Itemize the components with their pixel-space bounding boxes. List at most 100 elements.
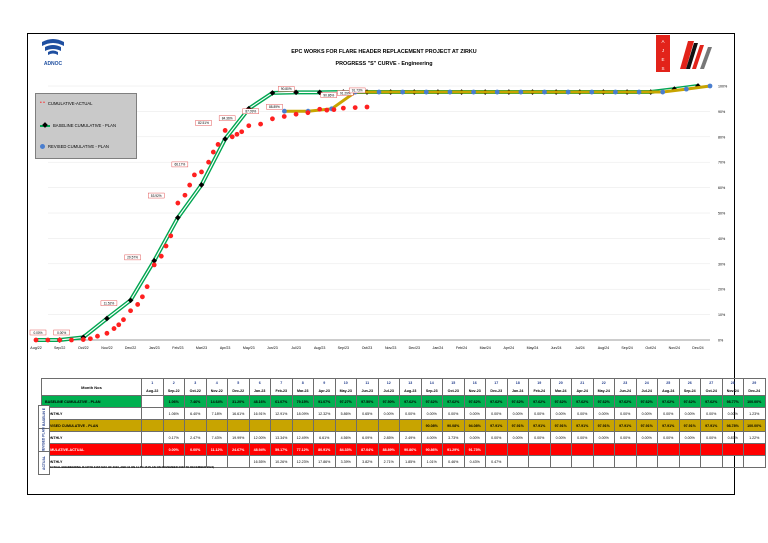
actual-point — [187, 182, 193, 188]
actual-monthly-row-cell — [571, 455, 594, 468]
actual-cumulative-row-cell — [141, 443, 164, 456]
data-label: 90.80% — [281, 87, 292, 91]
month-cell: Nov-22 — [205, 387, 228, 396]
actual-cumulative-row-cell — [721, 443, 744, 456]
baseline-monthly-row-cell: 0.00% — [571, 407, 594, 420]
actual-point — [168, 233, 174, 239]
month-no-cell: 4 — [205, 378, 228, 387]
revised-cumulative-row-cell — [356, 419, 379, 432]
revised-monthly-row-cell: 0.00% — [592, 431, 615, 444]
actual-cumulative-row-cell: 90.86% — [399, 443, 422, 456]
legend-actual-marker: • • — [40, 100, 45, 106]
revised-cumulative-row-cell — [141, 419, 164, 432]
data-label-box — [242, 108, 259, 114]
month-cell: Oct-22 — [184, 387, 207, 396]
actual-monthly-row-cell: 0.43% — [463, 455, 486, 468]
data-label-box — [100, 300, 118, 306]
month-cell: Mar-24 — [549, 387, 572, 396]
actual-monthly-row-cell — [743, 455, 766, 468]
baseline-cumulative-row-cell: 1.06% — [162, 395, 185, 408]
month-no-cell: 13 — [399, 378, 422, 387]
revised-point — [542, 89, 547, 95]
baseline-monthly-row-cell: 0.00% — [721, 407, 744, 420]
actual-monthly-row-cell — [721, 455, 744, 468]
report-subtitle: PROGRESS "S" CURVE - Engineering — [335, 61, 433, 67]
baseline-monthly-row-cell: 0.00% — [506, 407, 529, 420]
revised-point — [683, 86, 689, 92]
month-cell: Apr-24 — [571, 387, 594, 396]
revised-cumulative-row-cell — [248, 419, 271, 432]
actual-point — [305, 110, 311, 116]
revised-point — [518, 89, 524, 95]
baseline-cumulative-row-cell: 97.62% — [657, 395, 680, 408]
revised-point — [565, 89, 571, 95]
month-no-cell: 25 — [657, 378, 680, 387]
baseline-point — [293, 89, 299, 96]
revised-monthly-row-cell: 0.00% — [614, 431, 637, 444]
revised-cumulative-row-cell: 97.91% — [506, 419, 529, 432]
actual-point — [215, 142, 221, 147]
baseline-cumulative-row-cell: 61.07% — [270, 395, 293, 408]
baseline-cumulative-row-cell: 79.15% — [291, 395, 314, 408]
ajes-logo: A J E S — [656, 35, 712, 72]
actual-cumulative-row-cell: 0.00% — [162, 443, 185, 456]
adnoc-logo-text: ADNOC — [44, 61, 63, 67]
actual-monthly-row-cell — [592, 455, 615, 468]
data-label: 53.92% — [151, 194, 162, 198]
actual-point — [192, 172, 197, 178]
actual-point — [45, 337, 51, 343]
baseline-cumulative-row-cell: 97.62% — [506, 395, 529, 408]
revised-cumulative-row: REVISED CUMULATIVE - PLAN 90.08% 90.08% 94.… — [41, 419, 766, 432]
month-cell: Jan-24 — [506, 387, 529, 396]
baseline-point — [104, 315, 110, 322]
data-label: 66.17% — [174, 163, 185, 167]
month-cell: Jun-23 — [356, 387, 379, 396]
data-label-box — [171, 161, 189, 168]
revised-monthly-row-cell: 12.49% — [291, 431, 314, 444]
actual-monthly-row-cell — [700, 455, 723, 468]
baseline-monthly-row-cell: 18.09% — [291, 407, 314, 420]
actual-point — [258, 121, 264, 127]
x-tick-label: Jun/24 — [551, 346, 562, 350]
actual-cumulative-row-cell: 77.12% — [291, 443, 314, 456]
revised-monthly-row-cell: 0.00% — [506, 431, 529, 444]
baseline-monthly-row-cell: 0.00% — [614, 407, 637, 420]
actual-point — [144, 284, 150, 290]
month-row: Aug-22 Sep-22 Oct-22 Nov-22 Dec-22 Jan-23 Feb-… — [42, 387, 766, 396]
data-label-box — [29, 329, 47, 336]
actual-monthly-row-cell: 2.71% — [377, 455, 400, 468]
revised-cumulative-row-cell: 100.00% — [743, 419, 766, 432]
month-no-cell: 24 — [635, 378, 658, 387]
month-no-cell: 1 — [141, 378, 164, 387]
month-cell: Aug-22 — [141, 387, 164, 396]
actual-point — [281, 114, 287, 119]
chart-legend: • • CUMULATIVE-ACTUAL BASELINE CUMULATIV… — [35, 93, 137, 159]
revised-point — [400, 89, 406, 95]
actual-point — [182, 192, 188, 198]
actual-cumulative-row-cell: 87.04% — [356, 443, 379, 456]
month-no-cell: 10 — [334, 378, 357, 387]
baseline-monthly-row-cell: 1.06% — [162, 407, 185, 420]
x-tick-label: Oct/22 — [78, 346, 89, 350]
baseline-monthly-row-cell: 0.00% — [399, 407, 422, 420]
baseline-monthly-row-cell: 0.00% — [463, 407, 486, 420]
baseline-monthly-row-cell: 12.32% — [313, 407, 336, 420]
month-no-cell: 12 — [377, 378, 400, 387]
x-tick-label: Jan/23 — [149, 346, 160, 350]
baseline-monthly-row-cell: 0.00% — [700, 407, 723, 420]
month-no-cell: 22 — [592, 378, 615, 387]
x-tick-label: May/23 — [243, 346, 255, 350]
x-tick-label: Jul/24 — [575, 346, 585, 350]
revised-cumulative-row-cell — [227, 419, 250, 432]
x-tick-label: Sep/23 — [338, 346, 349, 350]
baseline-cumulative-row-cell: 7.46% — [184, 395, 207, 408]
baseline-monthly-row-cell: 0.00% — [528, 407, 551, 420]
revised-cumulative-row-cell — [334, 419, 357, 432]
month-cell: May-23 — [334, 387, 357, 396]
actual-point — [222, 128, 228, 133]
baseline-point — [175, 214, 181, 221]
baseline-monthly-row-cell — [141, 407, 164, 420]
month-cell: Nov-24 — [721, 387, 744, 396]
baseline-monthly-row-cell: 0.00% — [420, 407, 443, 420]
